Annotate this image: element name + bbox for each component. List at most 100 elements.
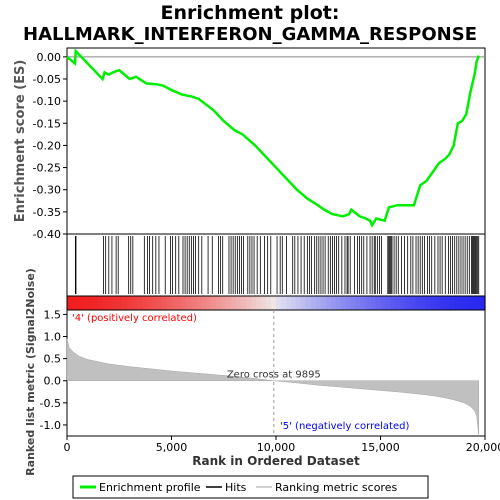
gradient-segment	[226, 296, 232, 310]
hits-panel-frame	[66, 233, 486, 297]
gradient-segment	[256, 296, 262, 310]
gradient-segment	[320, 296, 327, 310]
gradient-segment	[276, 296, 282, 310]
gradient-segment	[266, 296, 272, 310]
gradient-segment	[435, 296, 441, 310]
gradient-segment	[166, 296, 173, 310]
gradient-segment	[445, 296, 451, 310]
gradient-segment	[475, 296, 481, 310]
zero-cross-label: Zero cross at 9895	[227, 370, 321, 381]
gradient-segment	[216, 296, 222, 310]
gradient-segment	[380, 296, 387, 310]
es-y-tick-label: -0.20	[33, 139, 61, 152]
gradient-segment	[156, 296, 163, 310]
gradient-segment	[131, 296, 138, 310]
gradient-segment	[315, 296, 322, 310]
gradient-segment	[121, 296, 128, 310]
gradient-segment	[305, 296, 312, 310]
gradient-segment	[300, 296, 307, 310]
gradient-segment	[430, 296, 436, 310]
gradient-segment	[196, 296, 202, 310]
legend-profile-label: Enrichment profile	[99, 481, 201, 494]
gradient-segment	[415, 296, 421, 310]
x-tick-label: 10,000	[257, 441, 296, 454]
gradient-segment	[340, 296, 347, 310]
enrichment-profile-line	[66, 48, 480, 228]
legend-box	[72, 475, 429, 499]
gradient-segment	[280, 296, 287, 310]
metric-y-tick-label: 0.0	[44, 375, 62, 388]
metric-y-tick-label: -0.5	[40, 397, 61, 410]
gradient-segment	[201, 296, 207, 310]
es-y-axis-label: Enrichment score (ES)	[13, 60, 28, 223]
gradient-segment	[161, 296, 168, 310]
gradient-segment	[181, 296, 188, 310]
gradient-segment	[310, 296, 317, 310]
es-y-tick-label: -0.30	[33, 184, 61, 197]
gradient-segment	[325, 296, 332, 310]
gradient-segment	[101, 296, 108, 310]
gradient-segment	[345, 296, 352, 310]
x-tick-label: 15,000	[361, 441, 400, 454]
gradient-segment	[470, 296, 476, 310]
chart-title-line1: Enrichment plot:	[161, 2, 340, 24]
positive-correlation-label: '4' (positively correlated)	[72, 313, 197, 324]
x-tick-label: 20,000	[466, 441, 500, 454]
gradient-segment	[81, 296, 88, 310]
gradient-segment	[67, 296, 73, 310]
gradient-segment	[91, 296, 98, 310]
negative-correlation-label: '5' (negatively correlated)	[280, 421, 409, 432]
gradient-segment	[241, 296, 247, 310]
gradient-segment	[290, 296, 297, 310]
gradient-segment	[221, 296, 227, 310]
gradient-segment	[86, 296, 93, 310]
gradient-segment	[71, 296, 78, 310]
legend-metric-label: Ranking metric scores	[275, 481, 397, 494]
metric-y-tick-label: 0.5	[44, 353, 62, 366]
gradient-segment	[385, 296, 392, 310]
gradient-segment	[375, 296, 382, 310]
gradient-segment	[285, 296, 292, 310]
es-y-tick-label: 0.00	[37, 51, 62, 64]
x-tick-label: 0	[64, 441, 71, 454]
es-panel-frame	[66, 47, 486, 235]
gradient-segment	[420, 296, 426, 310]
gradient-segment	[295, 296, 302, 310]
gradient-segment	[355, 296, 362, 310]
gradient-segment	[465, 296, 471, 310]
x-axis-label: Rank in Ordered Dataset	[192, 454, 360, 468]
gradient-segment	[360, 296, 367, 310]
gradient-segment	[211, 296, 217, 310]
gradient-segment	[141, 296, 148, 310]
gradient-segment	[440, 296, 446, 310]
gradient-segment	[251, 296, 257, 310]
metric-y-axis-label: Ranked list metric (Signal2Noise)	[24, 268, 37, 476]
gradient-segment	[405, 296, 411, 310]
metric-y-tick-label: -1.0	[40, 419, 61, 432]
es-y-tick-label: -0.10	[33, 95, 61, 108]
gradient-segment	[450, 296, 456, 310]
ranking-metric-area	[66, 338, 479, 437]
es-y-tick-label: -0.15	[33, 117, 61, 130]
gradient-segment	[330, 296, 337, 310]
gradient-segment	[236, 296, 242, 310]
gradient-segment	[191, 296, 197, 310]
gradient-segment	[425, 296, 431, 310]
gradient-segment	[395, 296, 402, 310]
gradient-segment	[261, 296, 267, 310]
metric-y-tick-label: 1.0	[44, 331, 62, 344]
gradient-segment	[370, 296, 377, 310]
x-tick-label: 5,000	[156, 441, 188, 454]
gradient-segment	[106, 296, 113, 310]
legend-hits-label: Hits	[225, 481, 247, 494]
gradient-segment	[231, 296, 237, 310]
gradient-segment	[171, 296, 178, 310]
gradient-segment	[350, 296, 357, 310]
es-y-tick-label: -0.40	[33, 228, 61, 241]
metric-y-tick-label: 1.5	[44, 308, 62, 321]
gradient-segment	[246, 296, 252, 310]
gradient-segment	[460, 296, 466, 310]
gradient-segment	[176, 296, 183, 310]
es-y-tick-label: -0.25	[33, 162, 61, 175]
